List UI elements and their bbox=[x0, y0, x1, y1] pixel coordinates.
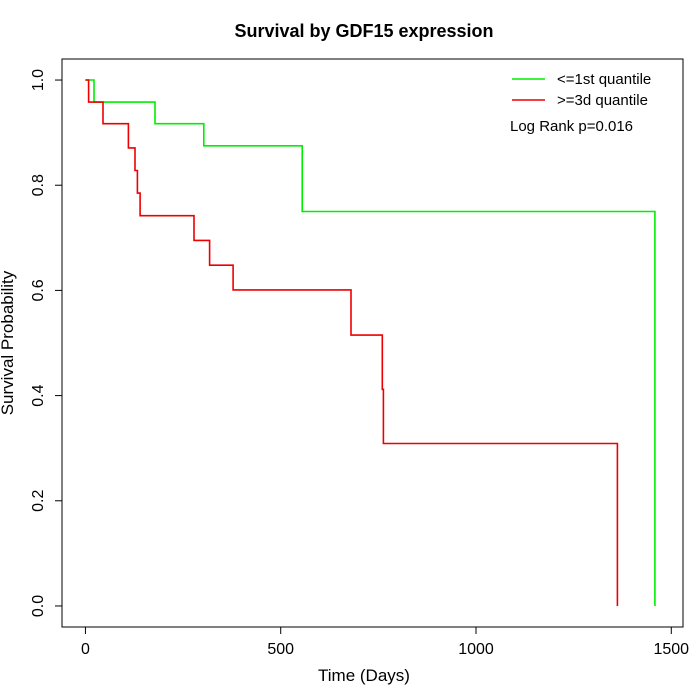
x-tick-label: 1500 bbox=[653, 641, 689, 658]
plot-frame bbox=[61, 58, 684, 628]
series-layer bbox=[85, 79, 656, 606]
x-tick-label: 1000 bbox=[458, 641, 494, 658]
legend: <=1st quantile >=3d quantile bbox=[512, 71, 651, 109]
series-line-0 bbox=[85, 79, 656, 606]
series-line-1 bbox=[85, 79, 619, 606]
y-tick-label: 0.2 bbox=[30, 490, 47, 512]
chart-title: Survival by GDF15 expression bbox=[234, 21, 493, 41]
y-tick-label: 0.0 bbox=[30, 595, 47, 617]
y-axis-label: Survival Probability bbox=[0, 270, 17, 415]
y-tick-label: 1.0 bbox=[30, 69, 47, 91]
log-rank-annotation: Log Rank p=0.016 bbox=[510, 118, 633, 135]
axis-ticks: 0 500 1000 1500 0.0 0.2 0.4 0.6 0.8 1.0 bbox=[30, 69, 689, 658]
x-tick-label: 0 bbox=[81, 641, 90, 658]
x-axis-label: Time (Days) bbox=[318, 666, 410, 685]
y-tick-label: 0.4 bbox=[30, 384, 47, 406]
legend-label: >=3d quantile bbox=[557, 92, 648, 109]
y-tick-label: 0.6 bbox=[30, 279, 47, 301]
x-tick-label: 500 bbox=[267, 641, 294, 658]
legend-label: <=1st quantile bbox=[557, 71, 651, 88]
y-tick-label: 0.8 bbox=[30, 174, 47, 196]
